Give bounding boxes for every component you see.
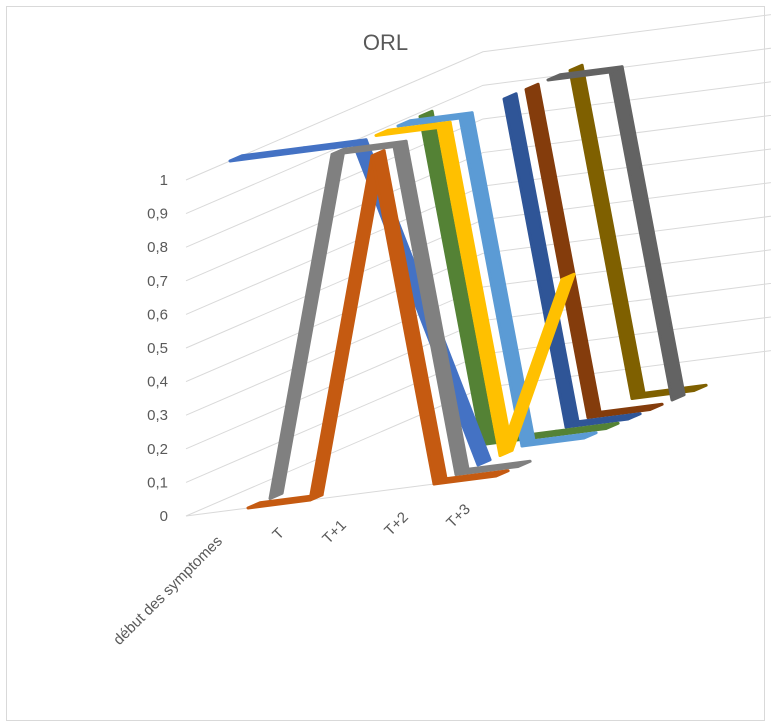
y-tick-label: 0,8 (147, 239, 168, 256)
series-segment (308, 149, 386, 502)
x-tick-label: T+1 (319, 517, 350, 548)
series-line (502, 92, 642, 429)
gridline (185, 249, 771, 416)
y-tick-label: 0 (160, 508, 168, 525)
gridline (185, 81, 771, 248)
gridline (185, 47, 771, 215)
series-line (246, 149, 510, 510)
series-line (268, 139, 532, 500)
series-line (524, 82, 664, 419)
series-segment (498, 272, 576, 457)
y-tick-label: 0,6 (147, 306, 168, 323)
x-tick-label: T+2 (381, 509, 412, 540)
y-tick-label: 0,5 (147, 340, 168, 357)
series-segment (564, 412, 642, 429)
series-segment (608, 65, 686, 402)
chart-title: ORL (362, 30, 409, 55)
series-segment (268, 147, 346, 500)
y-tick-label: 0,7 (147, 273, 168, 290)
x-tick-label: début des symptomes (110, 533, 226, 649)
gridline (185, 114, 771, 282)
series-segment (228, 146, 306, 163)
y-tick-label: 1 (160, 172, 168, 189)
y-tick-label: 0,9 (147, 206, 168, 223)
series-line (396, 111, 598, 448)
y-tick-label: 0,4 (147, 374, 168, 391)
series-line (546, 65, 686, 402)
series-lines (228, 63, 708, 510)
y-axis-ticks: 0 0,1 0,2 0,3 0,4 0,5 0,6 0,7 0,8 0,9 1 (147, 172, 168, 525)
y-tick-label: 0,3 (147, 407, 168, 424)
gridline (185, 215, 771, 383)
series-line (374, 120, 576, 457)
series-segment (542, 421, 620, 438)
x-tick-label: T (269, 525, 288, 544)
series-segment (520, 431, 598, 448)
y-tick-label: 0,2 (147, 441, 168, 458)
x-tick-label: T+3 (443, 501, 474, 532)
series-segment (454, 459, 532, 476)
y-tick-label: 0,1 (147, 474, 168, 491)
series-segment (432, 469, 510, 486)
series-line (568, 63, 708, 400)
series-segment (586, 402, 664, 419)
gridline (185, 14, 771, 181)
